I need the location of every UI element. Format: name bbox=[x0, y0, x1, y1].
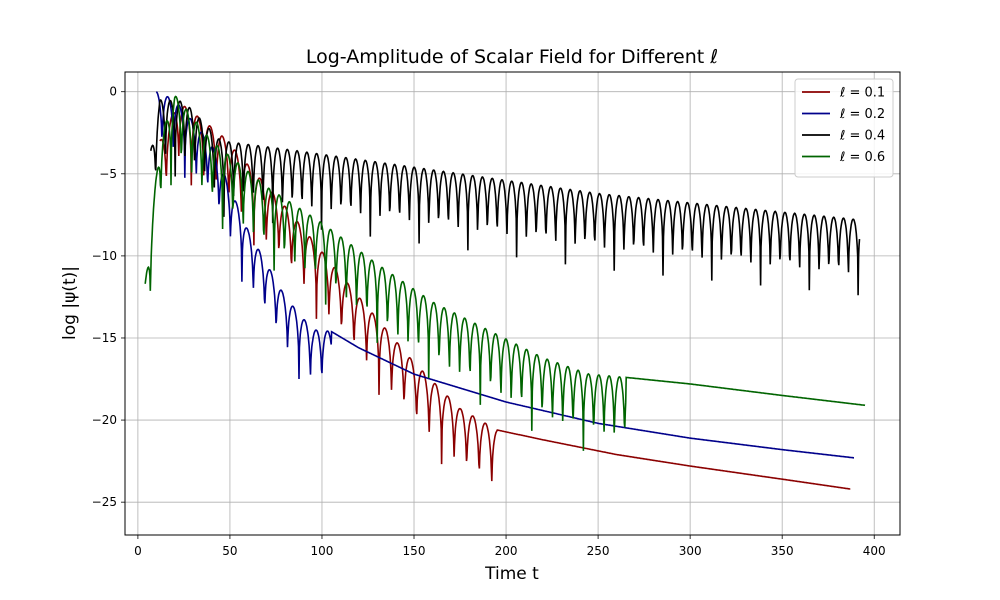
y-tick-label: −15 bbox=[92, 331, 117, 345]
x-axis-label: Time t bbox=[484, 564, 539, 584]
legend: ℓ = 0.1 ℓ = 0.2 ℓ = 0.4 ℓ = 0.6 bbox=[794, 78, 894, 178]
series-line-1 bbox=[155, 91, 854, 459]
x-tick-label: 250 bbox=[587, 544, 610, 558]
legend-box bbox=[794, 78, 894, 178]
x-tick-label: 400 bbox=[863, 544, 886, 558]
chart-title: Log-Amplitude of Scalar Field for Differ… bbox=[306, 46, 718, 68]
y-tick-label: −20 bbox=[92, 413, 117, 427]
plot-frame bbox=[124, 71, 901, 536]
y-axis-label: log |ψ(t)| bbox=[60, 266, 80, 340]
y-tick-label: −10 bbox=[92, 249, 117, 263]
x-tick-label: 300 bbox=[679, 544, 702, 558]
x-tick-label: 350 bbox=[771, 544, 794, 558]
x-tick-label: 0 bbox=[134, 544, 142, 558]
x-tick-label: 200 bbox=[495, 544, 518, 558]
y-tick-label: −5 bbox=[99, 167, 117, 181]
series-lines bbox=[144, 91, 866, 490]
y-tick-label: −25 bbox=[92, 495, 117, 509]
legend-label: ℓ = 0.4 bbox=[839, 129, 885, 144]
legend-label: ℓ = 0.1 bbox=[839, 86, 885, 101]
legend-label: ℓ = 0.6 bbox=[839, 150, 885, 165]
x-tick-label: 150 bbox=[403, 544, 426, 558]
y-axis-ticks: 0 −5 −10 −15 −20 −25 bbox=[92, 85, 125, 509]
x-tick-label: 50 bbox=[222, 544, 237, 558]
x-tick-label: 100 bbox=[311, 544, 334, 558]
y-tick-label: 0 bbox=[109, 85, 117, 99]
series-line-0 bbox=[159, 105, 851, 490]
grid bbox=[125, 72, 900, 535]
x-axis-ticks: 0 50 100 150 200 250 300 350 400 bbox=[134, 535, 886, 558]
legend-label: ℓ = 0.2 bbox=[839, 107, 885, 122]
series-line-2 bbox=[150, 99, 861, 296]
series-line-3 bbox=[144, 95, 866, 451]
